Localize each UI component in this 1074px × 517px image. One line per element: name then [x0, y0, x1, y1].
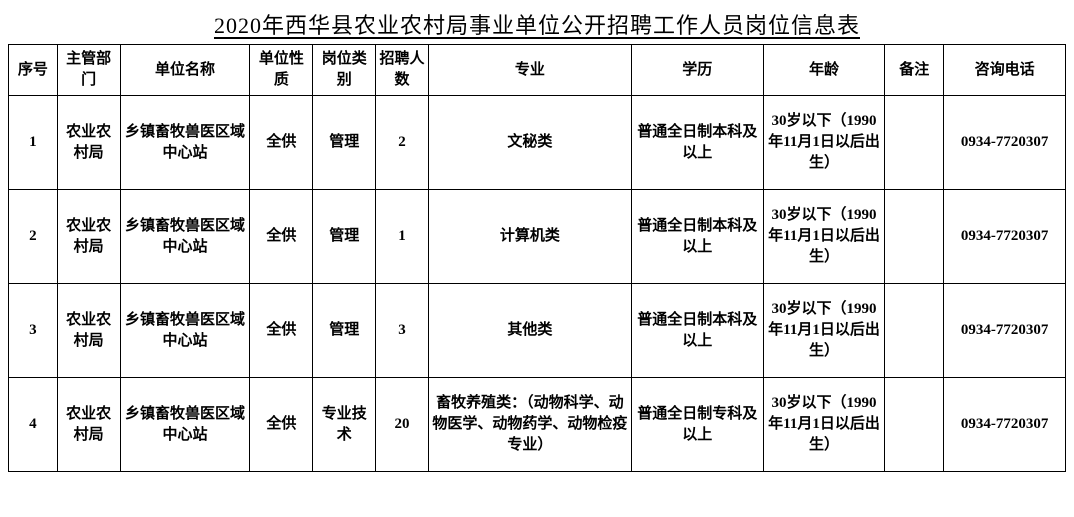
cell-major: 畜牧养殖类：（动物科学、动物医学、动物药学、动物检疫专业） — [428, 378, 631, 472]
cell-cat: 管理 — [313, 96, 376, 190]
cell-note — [885, 190, 944, 284]
col-header-nature: 单位性质 — [250, 45, 313, 96]
cell-age: 30岁以下（1990年11月1日以后出生） — [763, 284, 885, 378]
cell-note — [885, 378, 944, 472]
document-container: 2020年西华县农业农村局事业单位公开招聘工作人员岗位信息表 序号 主管部门 单… — [8, 8, 1066, 472]
cell-phone: 0934-7720307 — [944, 190, 1066, 284]
col-header-edu: 学历 — [631, 45, 763, 96]
table-header-row: 序号 主管部门 单位名称 单位性质 岗位类别 招聘人数 专业 学历 年龄 备注 … — [9, 45, 1066, 96]
cell-count: 20 — [376, 378, 429, 472]
table-row: 1农业农村局乡镇畜牧兽医区域中心站全供管理2文秘类普通全日制本科及以上30岁以下… — [9, 96, 1066, 190]
recruitment-table: 序号 主管部门 单位名称 单位性质 岗位类别 招聘人数 专业 学历 年龄 备注 … — [8, 44, 1066, 472]
cell-unit: 乡镇畜牧兽医区域中心站 — [120, 96, 250, 190]
cell-nature: 全供 — [250, 378, 313, 472]
cell-major: 文秘类 — [428, 96, 631, 190]
page-title: 2020年西华县农业农村局事业单位公开招聘工作人员岗位信息表 — [8, 8, 1066, 40]
cell-count: 1 — [376, 190, 429, 284]
cell-nature: 全供 — [250, 96, 313, 190]
cell-seq: 3 — [9, 284, 58, 378]
col-header-phone: 咨询电话 — [944, 45, 1066, 96]
cell-count: 3 — [376, 284, 429, 378]
cell-cat: 专业技术 — [313, 378, 376, 472]
col-header-dept: 主管部门 — [57, 45, 120, 96]
cell-seq: 4 — [9, 378, 58, 472]
cell-seq: 2 — [9, 190, 58, 284]
cell-seq: 1 — [9, 96, 58, 190]
cell-edu: 普通全日制专科及以上 — [631, 378, 763, 472]
col-header-unit: 单位名称 — [120, 45, 250, 96]
cell-dept: 农业农村局 — [57, 190, 120, 284]
table-body: 1农业农村局乡镇畜牧兽医区域中心站全供管理2文秘类普通全日制本科及以上30岁以下… — [9, 96, 1066, 472]
col-header-cat: 岗位类别 — [313, 45, 376, 96]
table-row: 3农业农村局乡镇畜牧兽医区域中心站全供管理3其他类普通全日制本科及以上30岁以下… — [9, 284, 1066, 378]
col-header-count: 招聘人数 — [376, 45, 429, 96]
cell-phone: 0934-7720307 — [944, 284, 1066, 378]
cell-unit: 乡镇畜牧兽医区域中心站 — [120, 190, 250, 284]
cell-cat: 管理 — [313, 284, 376, 378]
cell-major: 计算机类 — [428, 190, 631, 284]
table-row: 4农业农村局乡镇畜牧兽医区域中心站全供专业技术20畜牧养殖类：（动物科学、动物医… — [9, 378, 1066, 472]
col-header-note: 备注 — [885, 45, 944, 96]
cell-dept: 农业农村局 — [57, 96, 120, 190]
cell-age: 30岁以下（1990年11月1日以后出生） — [763, 190, 885, 284]
cell-dept: 农业农村局 — [57, 378, 120, 472]
table-row: 2农业农村局乡镇畜牧兽医区域中心站全供管理1计算机类普通全日制本科及以上30岁以… — [9, 190, 1066, 284]
cell-unit: 乡镇畜牧兽医区域中心站 — [120, 284, 250, 378]
cell-nature: 全供 — [250, 190, 313, 284]
col-header-age: 年龄 — [763, 45, 885, 96]
cell-dept: 农业农村局 — [57, 284, 120, 378]
cell-cat: 管理 — [313, 190, 376, 284]
cell-major: 其他类 — [428, 284, 631, 378]
cell-edu: 普通全日制本科及以上 — [631, 190, 763, 284]
col-header-seq: 序号 — [9, 45, 58, 96]
cell-phone: 0934-7720307 — [944, 96, 1066, 190]
cell-age: 30岁以下（1990年11月1日以后出生） — [763, 378, 885, 472]
cell-count: 2 — [376, 96, 429, 190]
cell-note — [885, 284, 944, 378]
cell-unit: 乡镇畜牧兽医区域中心站 — [120, 378, 250, 472]
col-header-major: 专业 — [428, 45, 631, 96]
cell-edu: 普通全日制本科及以上 — [631, 96, 763, 190]
cell-edu: 普通全日制本科及以上 — [631, 284, 763, 378]
cell-note — [885, 96, 944, 190]
cell-age: 30岁以下（1990年11月1日以后出生） — [763, 96, 885, 190]
cell-nature: 全供 — [250, 284, 313, 378]
cell-phone: 0934-7720307 — [944, 378, 1066, 472]
